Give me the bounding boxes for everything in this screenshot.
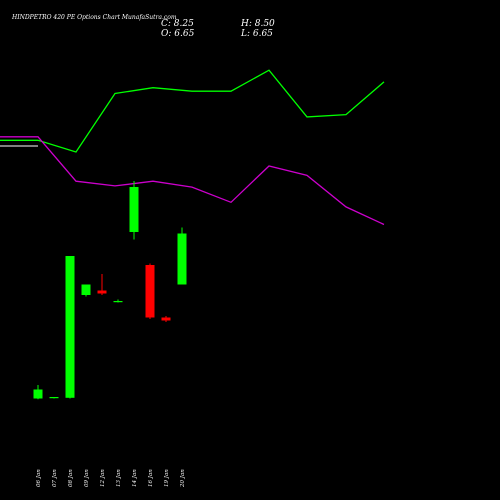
- x-axis-tick-labels: 06 Jan 07 Jan 08 Jan 09 Jan 12 Jan 13 Jan 14 J…: [36, 469, 186, 488]
- candle: [33, 385, 43, 400]
- low-value: L: 6.65: [240, 29, 273, 39]
- candle-body: [161, 317, 171, 321]
- candle: [49, 397, 59, 399]
- x-tick-label: 19 Jan: [164, 469, 170, 487]
- x-tick-label: 12 Jan: [100, 469, 106, 487]
- candle-body: [145, 265, 155, 318]
- candle-body: [97, 290, 107, 294]
- chart-title: HINDPETRO 420 PE Options Chart MunafaSut…: [11, 14, 177, 21]
- x-tick-label: 09 Jan: [84, 469, 90, 487]
- indicator-lines: [0, 69, 385, 226]
- candle: [161, 316, 171, 322]
- candle-body: [113, 301, 123, 303]
- x-tick-label: 13 Jan: [116, 469, 122, 487]
- candle-body: [49, 397, 59, 399]
- close-value: C: 8.25: [161, 19, 194, 29]
- candlesticks: [33, 181, 187, 400]
- x-tick-label: 16 Jan: [148, 469, 154, 487]
- candle: [97, 274, 107, 295]
- candle: [129, 181, 139, 240]
- x-tick-label: 14 Jan: [132, 469, 138, 487]
- candle: [113, 299, 123, 303]
- candle: [65, 256, 75, 399]
- candle: [81, 284, 91, 297]
- x-tick-label: 08 Jan: [68, 469, 74, 487]
- green-indicator-line: [0, 69, 385, 153]
- open-value: O: 6.65: [161, 29, 195, 39]
- candle-body: [33, 389, 43, 399]
- candle-body: [65, 256, 75, 398]
- candle-body: [129, 187, 139, 232]
- x-tick-label: 07 Jan: [52, 469, 58, 487]
- candle-body: [177, 233, 187, 285]
- candle: [145, 263, 155, 319]
- x-tick-label: 20 Jan: [180, 469, 186, 488]
- purple-indicator-line: [0, 136, 385, 226]
- high-value: H: 8.50: [240, 19, 275, 29]
- candle: [177, 227, 187, 285]
- x-tick-label: 06 Jan: [36, 469, 42, 487]
- candle-body: [81, 284, 91, 295]
